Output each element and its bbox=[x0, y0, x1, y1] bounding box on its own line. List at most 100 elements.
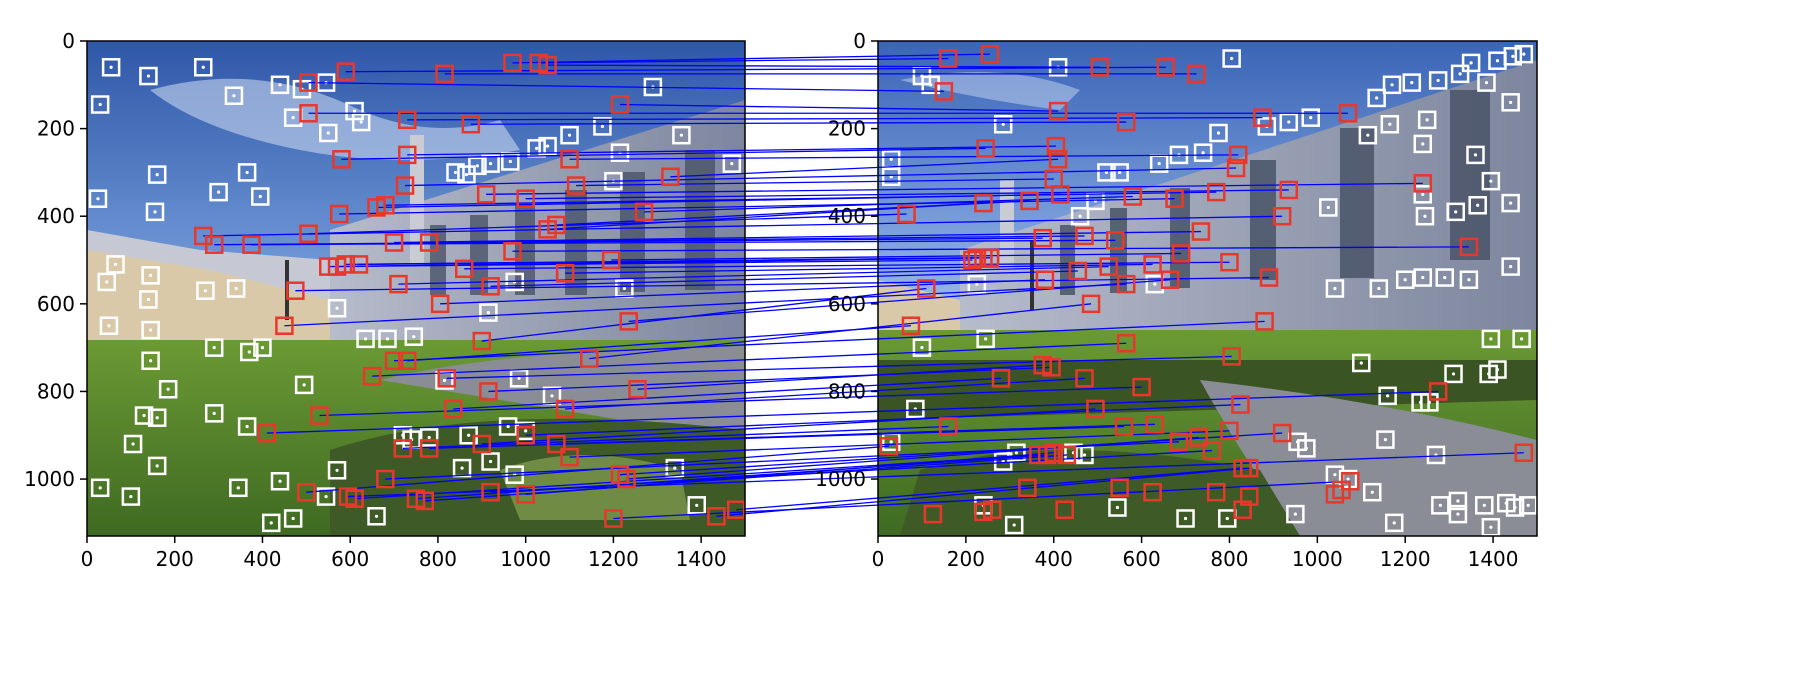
right-unmatched-keypoint bbox=[1426, 445, 1446, 465]
left-x-tick-label: 600 bbox=[331, 547, 369, 571]
right-unmatched-keypoint bbox=[1097, 163, 1116, 182]
left-unmatched-keypoint-dot bbox=[326, 131, 330, 135]
left-unmatched-keypoint bbox=[204, 338, 224, 357]
left-axes-frame bbox=[86, 40, 746, 537]
right-matched-keypoint bbox=[1222, 347, 1241, 366]
left-unmatched-keypoint-dot bbox=[166, 387, 170, 391]
left-matched-keypoint bbox=[547, 434, 566, 454]
left-unmatched-keypoint-dot bbox=[269, 521, 273, 525]
left-y-tick-label: 200 bbox=[37, 117, 75, 141]
right-unmatched-keypoint-dot bbox=[920, 346, 924, 350]
match-line bbox=[488, 366, 1052, 393]
left-unmatched-keypoint bbox=[139, 66, 158, 86]
right-unmatched-keypoint bbox=[1319, 198, 1338, 217]
right-unmatched-keypoint-dot bbox=[1293, 512, 1297, 516]
right-unmatched-keypoint-dot bbox=[1509, 100, 1513, 104]
left-unmatched-keypoint-dot bbox=[245, 170, 249, 175]
left-unmatched-keypoint bbox=[141, 266, 160, 285]
right-unmatched-keypoint-dot bbox=[1375, 96, 1379, 100]
match-line bbox=[611, 252, 1182, 261]
match-line bbox=[407, 117, 1263, 121]
left-unmatched-keypoint-dot bbox=[236, 486, 240, 490]
match-line bbox=[345, 66, 1166, 73]
right-unmatched-keypoint-dot bbox=[1153, 282, 1157, 286]
right-matched-keypoint bbox=[1057, 445, 1077, 465]
right-matched-keypoint bbox=[939, 417, 958, 436]
right-matched-keypoint bbox=[1233, 500, 1252, 519]
right-unmatched-keypoint bbox=[1475, 496, 1494, 515]
left-matched-keypoint bbox=[286, 281, 305, 300]
match-line bbox=[398, 265, 1109, 285]
right-matched-keypoint bbox=[1020, 191, 1039, 211]
right-unmatched-keypoint bbox=[1461, 53, 1481, 73]
right-x-tick-label: 400 bbox=[1035, 547, 1073, 571]
left-unmatched-keypoint bbox=[253, 338, 272, 357]
left-matched-keypoint bbox=[376, 196, 395, 215]
right-matched-keypoint bbox=[1156, 58, 1176, 77]
left-matched-keypoint bbox=[461, 114, 481, 134]
right-unmatched-keypoint bbox=[1435, 268, 1454, 287]
right-unmatched-keypoint bbox=[1325, 279, 1345, 298]
right-matched-keypoint bbox=[1325, 485, 1345, 504]
right-unmatched-keypoint bbox=[1477, 73, 1496, 92]
right-matched-keypoint bbox=[1086, 399, 1105, 419]
right-matched-keypoint bbox=[879, 436, 899, 456]
left-unmatched-keypoint bbox=[147, 165, 167, 184]
left-unmatched-keypoint-dot bbox=[155, 173, 159, 177]
right-matched-keypoint bbox=[1046, 136, 1066, 156]
right-unmatched-keypoint bbox=[906, 399, 925, 419]
right-matched-keypoint bbox=[1116, 334, 1136, 353]
left-unmatched-keypoint bbox=[147, 408, 167, 427]
right-unmatched-keypoint-dot bbox=[1390, 83, 1394, 87]
left-unmatched-keypoint-dot bbox=[517, 376, 521, 380]
right-y-tick-label: 800 bbox=[828, 379, 866, 403]
left-unmatched-keypoint-dot bbox=[486, 310, 490, 315]
left-unmatched-keypoint-dot bbox=[695, 503, 699, 507]
right-unmatched-keypoint-dot bbox=[1451, 372, 1456, 376]
right-matched-keypoint bbox=[917, 279, 936, 298]
right-unmatched-keypoint-dot bbox=[1082, 453, 1087, 457]
right-unmatched-keypoint bbox=[1358, 125, 1378, 145]
right-matched-keypoint bbox=[1279, 180, 1299, 200]
right-matched-keypoint bbox=[976, 139, 995, 158]
left-unmatched-keypoint-dot bbox=[129, 494, 133, 499]
left-unmatched-keypoint-dot bbox=[550, 394, 554, 398]
right-unmatched-keypoint-dot bbox=[1520, 337, 1524, 341]
left-unmatched-keypoint bbox=[196, 281, 215, 300]
left-unmatched-keypoint bbox=[538, 136, 557, 156]
right-unmatched-keypoint bbox=[1286, 504, 1305, 524]
right-unmatched-keypoint bbox=[1488, 360, 1507, 379]
left-unmatched-keypoint-dot bbox=[506, 424, 510, 429]
left-matched-keypoint bbox=[634, 202, 654, 222]
right-unmatched-keypoint bbox=[1367, 88, 1386, 108]
left-matched-keypoint bbox=[345, 489, 364, 509]
left-matched-keypoint bbox=[516, 485, 535, 504]
left-unmatched-keypoint bbox=[121, 487, 141, 506]
left-unmatched-keypoint-dot bbox=[245, 424, 249, 429]
left-y-tick-label: 1000 bbox=[24, 467, 75, 491]
right-unmatched-keypoint bbox=[1382, 75, 1402, 95]
left-unmatched-keypoint-dot bbox=[475, 164, 480, 168]
left-matched-keypoint bbox=[628, 380, 647, 399]
match-line bbox=[251, 239, 1116, 246]
left-matched-keypoint bbox=[604, 509, 623, 528]
left-unmatched-keypoint-dot bbox=[673, 466, 677, 470]
left-unmatched-keypoint bbox=[316, 487, 336, 506]
right-matched-keypoint bbox=[1428, 382, 1448, 401]
right-unmatched-keypoint-dot bbox=[1392, 521, 1396, 525]
match-line bbox=[547, 202, 984, 231]
right-unmatched-keypoint bbox=[1380, 114, 1400, 134]
match-line bbox=[372, 342, 1127, 377]
left-x-tick-label: 1000 bbox=[500, 547, 551, 571]
right-unmatched-keypoint bbox=[1338, 469, 1358, 489]
right-unmatched-keypoint-dot bbox=[1456, 512, 1460, 516]
left-matched-keypoint bbox=[338, 487, 358, 506]
left-matched-keypoint bbox=[419, 439, 439, 458]
right-unmatched-keypoint-dot bbox=[1443, 275, 1447, 280]
match-line bbox=[565, 263, 1153, 274]
right-unmatched-keypoint bbox=[1413, 134, 1433, 154]
right-unmatched-keypoint-dot bbox=[1522, 52, 1526, 56]
match-line bbox=[415, 454, 1048, 500]
right-unmatched-keypoint-dot bbox=[889, 157, 893, 161]
right-unmatched-keypoint-dot bbox=[1304, 446, 1308, 450]
